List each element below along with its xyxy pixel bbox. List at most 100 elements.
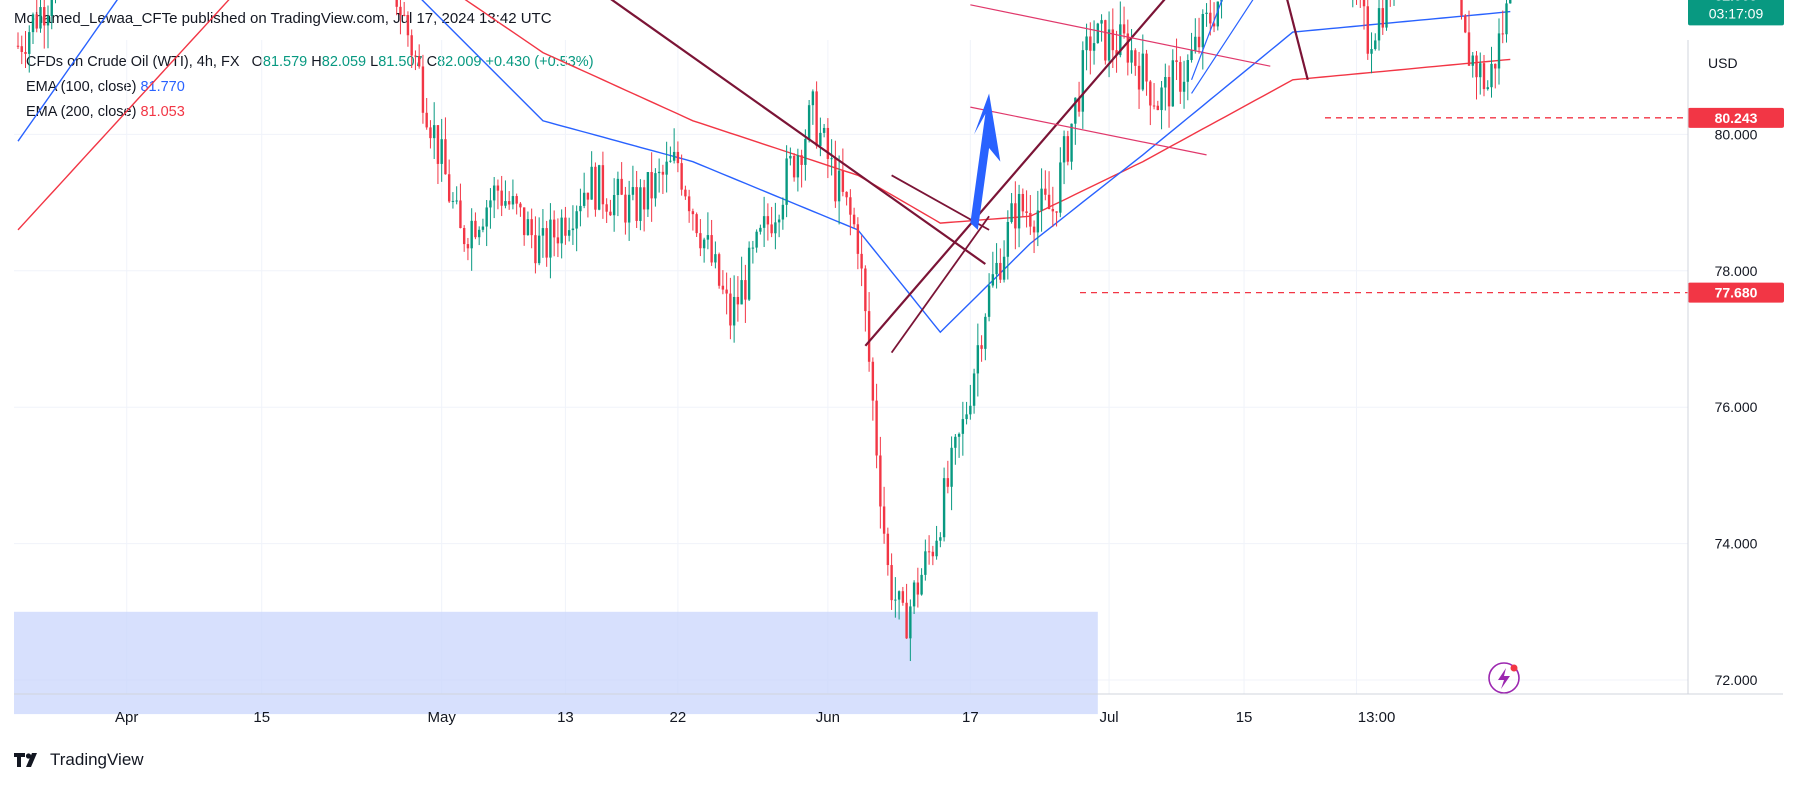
candle-body — [972, 373, 976, 406]
low-value: 81.507 — [378, 54, 423, 70]
x-tick-label: 15 — [1236, 709, 1253, 726]
blue-channel-1 — [1190, 0, 1223, 81]
candle-body — [616, 178, 620, 196]
close-value: 82.009 — [437, 54, 482, 70]
candle-body — [762, 216, 766, 228]
candle-body — [729, 293, 732, 326]
x-tick-label: May — [428, 709, 457, 726]
symbol-row[interactable]: CFDs on Crude Oil (WTI), 4h, FX O81.579 … — [26, 50, 594, 75]
candle-body — [470, 220, 473, 249]
candle-body — [560, 217, 563, 244]
open-label: O — [251, 54, 263, 70]
candle-body — [669, 160, 672, 162]
candle-body — [676, 151, 680, 164]
pennant-lower — [890, 215, 990, 354]
candle-body — [635, 187, 638, 221]
candle-body — [1107, 29, 1111, 61]
candle-body — [609, 211, 612, 216]
symbol-name[interactable]: CFDs on Crude Oil (WTI), 4h, FX — [26, 54, 240, 70]
candle-body — [507, 201, 511, 205]
candle-body — [916, 582, 920, 595]
channel-lower — [970, 106, 1207, 156]
candle-body — [590, 166, 593, 200]
candle-body — [1149, 81, 1152, 106]
candle-body — [1467, 32, 1471, 66]
candle-body — [1104, 20, 1107, 61]
candle-body — [747, 247, 751, 300]
candle-body — [1482, 63, 1486, 90]
candle-body — [1077, 97, 1081, 112]
candle-body — [1197, 36, 1201, 48]
x-tick-label: 17 — [962, 709, 979, 726]
candle-body — [1130, 50, 1133, 63]
ema100-value: 81.770 — [140, 79, 185, 95]
candle-body — [462, 228, 466, 245]
candle-body — [714, 254, 717, 263]
candle-body — [1385, 0, 1388, 28]
candle-body — [1377, 8, 1381, 41]
candle-body — [684, 189, 687, 197]
candle-body — [1490, 63, 1493, 88]
level-label-bg — [1688, 282, 1784, 303]
candle-body — [702, 239, 706, 249]
candle-body — [672, 151, 676, 161]
candle-body — [849, 197, 852, 215]
currency-button[interactable]: USD — [1708, 55, 1738, 71]
candle-body — [770, 224, 773, 234]
candle-body — [920, 574, 923, 595]
candle-body — [879, 455, 882, 507]
y-tick-label: 72.000 — [1715, 672, 1758, 688]
candle-body — [781, 204, 785, 220]
x-tick-label: Jun — [816, 709, 840, 726]
candle-body — [1479, 63, 1482, 78]
candle-body — [759, 227, 762, 232]
channel-upper — [970, 4, 1271, 67]
candle-body — [1216, 1, 1219, 27]
candle-body — [519, 203, 522, 208]
candle-body — [717, 254, 721, 286]
candle-body — [1460, 0, 1463, 16]
candle-body — [1025, 211, 1028, 213]
candle-body — [792, 155, 796, 178]
axes: 72.000 74.000 76.000 78.000 80.000 Apr 15 May 13… — [14, 40, 1783, 726]
level-label-bg — [1688, 107, 1784, 128]
close-label: C — [426, 54, 438, 70]
candle-body — [774, 222, 777, 234]
candle-body — [909, 606, 912, 639]
ema200-label[interactable]: EMA (200, close) — [26, 104, 137, 120]
candle-body — [969, 405, 972, 415]
countdown-label: 03:17:09 — [1709, 5, 1764, 21]
candle-body — [1017, 193, 1021, 229]
candle-body — [1212, 23, 1216, 27]
candle-body — [1122, 24, 1126, 34]
tradingview-footer[interactable]: TradingView — [14, 750, 144, 770]
candle-body — [744, 280, 747, 300]
candle-body — [691, 211, 695, 215]
candle-body — [1059, 162, 1062, 213]
candle-body — [1190, 50, 1193, 61]
candle-body — [999, 262, 1002, 280]
candle-body — [16, 45, 20, 47]
ema100-label[interactable]: EMA (100, close) — [26, 79, 137, 95]
ema200-row[interactable]: EMA (200, close) 81.053 — [26, 100, 594, 125]
ema100-row[interactable]: EMA (100, close) 81.770 — [26, 75, 594, 100]
candle-body — [924, 551, 927, 575]
candle-body — [620, 178, 623, 195]
breakdown-line-1 — [1286, 0, 1309, 81]
candle-body — [1370, 49, 1373, 54]
candle-body — [819, 132, 822, 146]
candle-body — [785, 158, 788, 205]
candle-body — [624, 194, 627, 223]
candle-body — [942, 478, 946, 538]
candle-body — [1464, 15, 1467, 33]
candle-body — [905, 602, 908, 639]
candle-body — [777, 219, 781, 223]
candle-body — [987, 285, 991, 317]
candle-body — [804, 138, 807, 165]
change-value: +0.430 (+0.53%) — [485, 54, 594, 70]
candle-body — [474, 220, 477, 238]
candle-body — [1374, 40, 1377, 50]
candle-body — [912, 582, 916, 607]
candle-body — [822, 127, 826, 133]
candle-body — [1141, 53, 1145, 90]
